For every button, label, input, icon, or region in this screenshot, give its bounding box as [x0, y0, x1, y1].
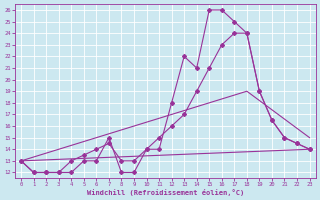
X-axis label: Windchill (Refroidissement éolien,°C): Windchill (Refroidissement éolien,°C)	[87, 189, 244, 196]
